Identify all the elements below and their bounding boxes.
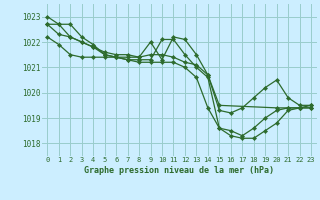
X-axis label: Graphe pression niveau de la mer (hPa): Graphe pression niveau de la mer (hPa) bbox=[84, 166, 274, 175]
